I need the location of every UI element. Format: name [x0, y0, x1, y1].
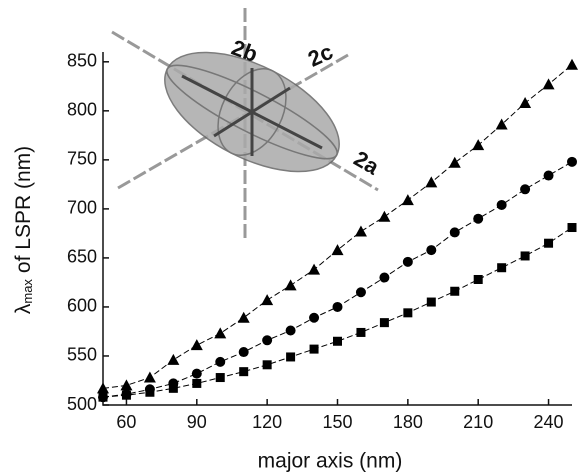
marker	[497, 263, 507, 273]
marker	[426, 245, 437, 256]
marker	[192, 378, 202, 388]
marker	[309, 344, 319, 354]
marker	[519, 96, 532, 108]
marker	[567, 223, 577, 233]
marker	[473, 213, 484, 224]
marker	[214, 327, 227, 339]
marker	[237, 311, 250, 323]
marker	[450, 286, 460, 296]
marker	[495, 118, 508, 130]
marker	[167, 353, 180, 365]
marker	[520, 251, 530, 261]
marker	[543, 170, 554, 181]
y-tick-label: 600	[67, 296, 97, 316]
marker	[520, 184, 531, 195]
x-tick-label: 90	[187, 412, 207, 432]
marker	[215, 356, 226, 367]
x-tick-label: 180	[393, 412, 423, 432]
x-tick-label: 210	[463, 412, 493, 432]
marker	[426, 297, 436, 307]
marker	[567, 156, 577, 167]
marker	[542, 78, 555, 90]
marker	[333, 336, 342, 346]
x-tick-label: 150	[322, 412, 352, 432]
marker	[98, 392, 108, 402]
marker	[121, 390, 131, 400]
marker	[285, 325, 296, 336]
marker	[496, 199, 507, 210]
marker	[331, 244, 344, 256]
marker	[261, 294, 274, 306]
x-tick-label: 240	[534, 412, 564, 432]
marker	[239, 367, 249, 377]
marker	[190, 339, 203, 351]
marker	[544, 238, 554, 248]
y-tick-label: 700	[67, 198, 97, 218]
y-label-symbol: λ	[12, 303, 35, 314]
marker	[449, 227, 460, 238]
marker	[191, 368, 202, 379]
marker	[425, 176, 438, 188]
marker	[448, 156, 461, 168]
marker	[356, 327, 366, 337]
inset-ellipsoid	[111, 8, 379, 242]
inset-label: 2c	[304, 39, 337, 72]
marker	[284, 279, 297, 291]
x-tick-label: 60	[116, 412, 136, 432]
marker	[309, 312, 320, 323]
marker	[401, 194, 414, 206]
marker	[262, 360, 272, 370]
y-label-text: of LSPR (nm)	[12, 146, 35, 273]
y-tick-label: 550	[67, 345, 97, 365]
x-axis-label: major axis (nm)	[258, 450, 403, 473]
marker	[379, 318, 389, 328]
marker	[472, 139, 485, 151]
marker	[354, 225, 367, 237]
y-axis-label: λmax of LSPR (nm)	[12, 146, 36, 314]
marker	[262, 335, 273, 346]
marker	[403, 308, 413, 318]
marker	[97, 382, 109, 394]
marker	[402, 256, 413, 267]
y-tick-label: 750	[67, 149, 97, 169]
marker	[378, 210, 391, 222]
marker	[473, 274, 483, 284]
marker	[145, 387, 155, 397]
y-tick-label: 500	[67, 394, 97, 414]
marker	[332, 301, 343, 312]
marker	[308, 263, 321, 275]
y-tick-label: 850	[67, 51, 97, 71]
marker	[238, 347, 249, 358]
marker	[566, 58, 578, 70]
marker	[120, 379, 133, 391]
marker	[168, 383, 178, 393]
marker	[355, 287, 366, 298]
marker	[286, 352, 296, 362]
marker	[143, 371, 156, 383]
marker	[215, 373, 225, 383]
y-tick-label: 650	[67, 247, 97, 267]
y-label-subscript: max	[20, 279, 35, 304]
y-tick-label: 800	[67, 100, 97, 120]
marker	[379, 272, 390, 283]
x-tick-label: 120	[252, 412, 282, 432]
